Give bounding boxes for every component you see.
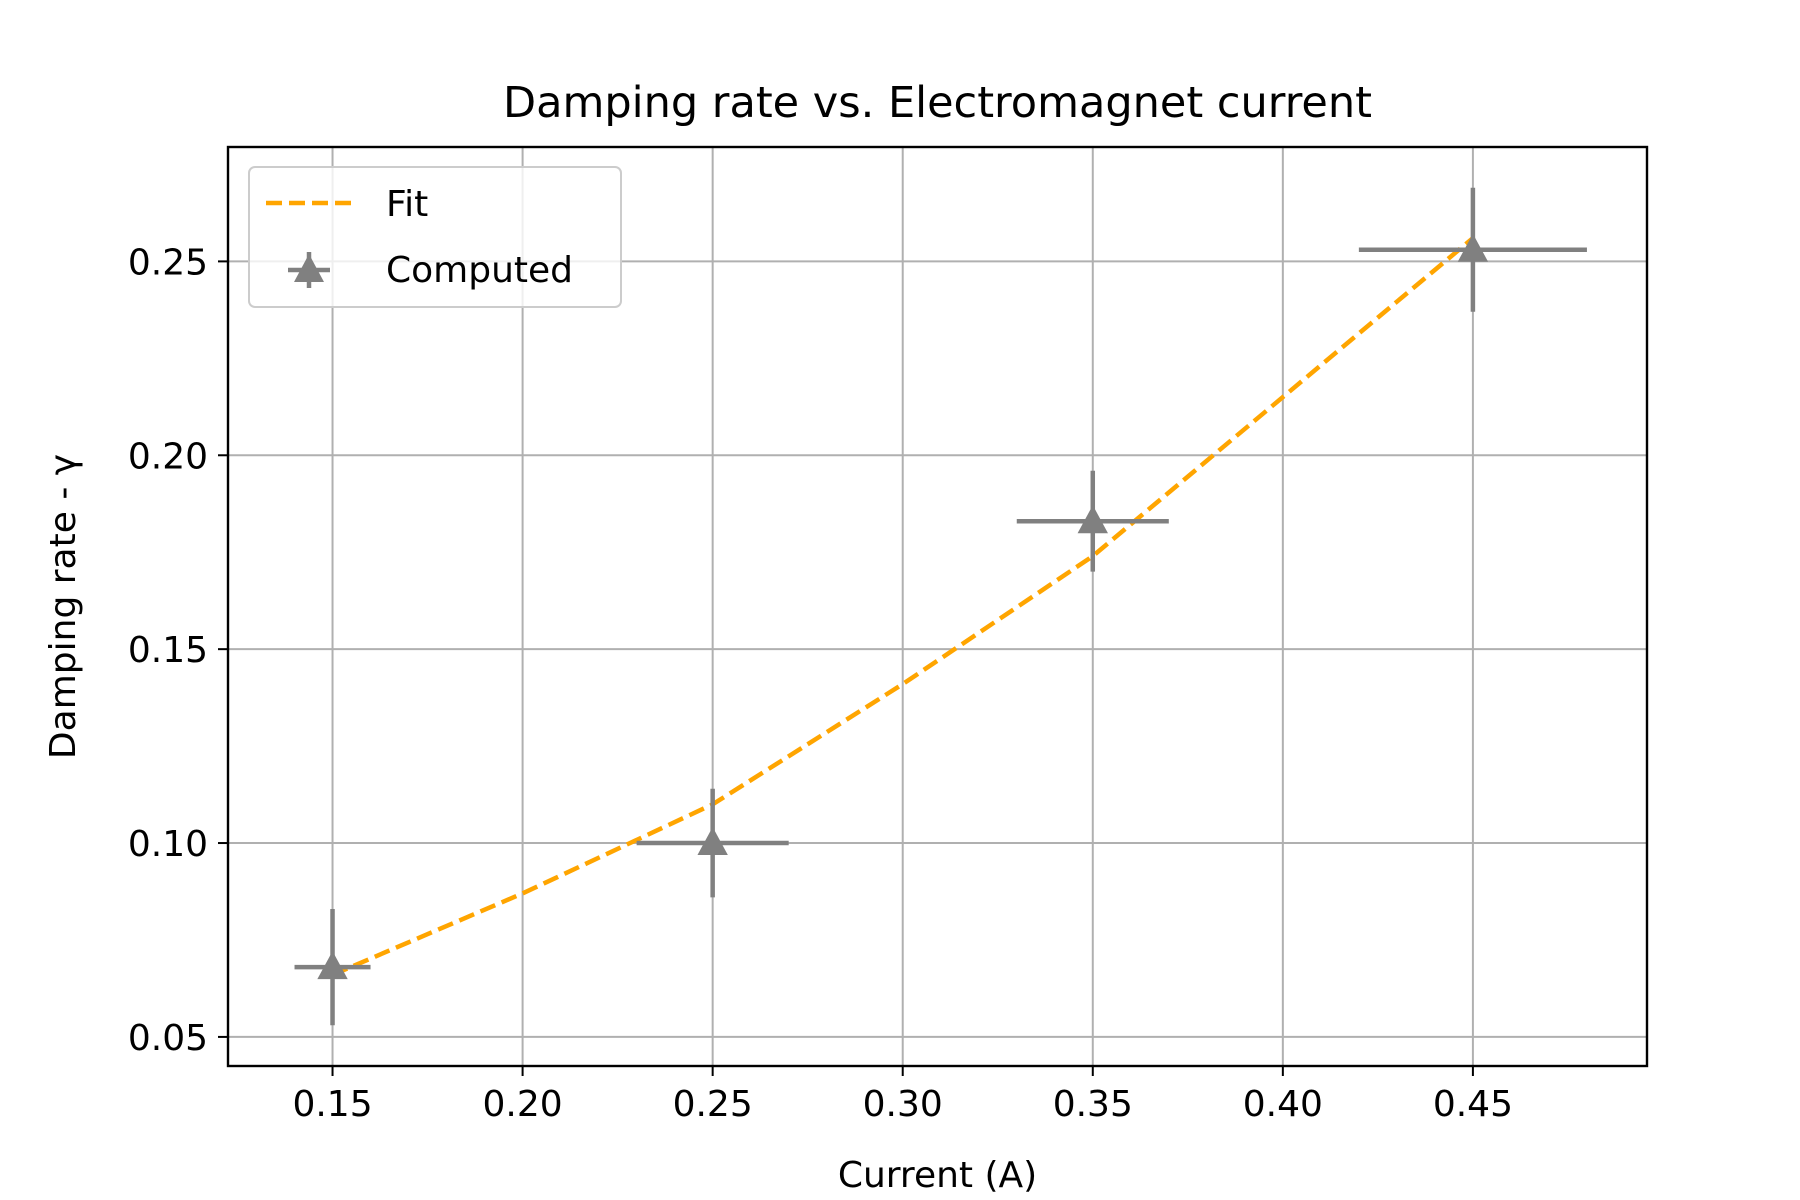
data-point (294, 908, 371, 1026)
y-tick-label: 0.25 (128, 242, 208, 283)
x-tick-label: 0.25 (673, 1084, 753, 1125)
x-tick-label: 0.30 (863, 1084, 943, 1125)
legend-triangle-marker (294, 254, 324, 282)
x-tick-label: 0.40 (1243, 1084, 1323, 1125)
x-tick-label: 0.15 (292, 1084, 372, 1125)
legend-computed-label: Computed (386, 250, 573, 291)
fit-line (331, 236, 1475, 977)
data-point (636, 788, 789, 898)
legend-computed-swatch (288, 252, 330, 288)
x-tick-label: 0.35 (1053, 1084, 1133, 1125)
fit-series (331, 236, 1475, 977)
triangle-marker (317, 951, 348, 980)
x-tick-label: 0.20 (483, 1084, 563, 1125)
data-point (1358, 187, 1587, 312)
y-axis-label: Damping rate - γ (43, 454, 84, 759)
triangle-marker (697, 827, 728, 856)
legend: Fit Computed (248, 166, 622, 308)
y-tick-label: 0.15 (128, 630, 208, 671)
grid (228, 147, 1647, 1066)
triangle-marker (1077, 505, 1108, 534)
computed-series (294, 187, 1587, 1026)
x-tick-label: 0.45 (1433, 1084, 1513, 1125)
triangle-marker (1457, 233, 1489, 262)
plot-area-frame (226, 145, 1649, 1068)
y-tick-label: 0.10 (128, 824, 208, 865)
x-axis-ticks: 0.15 0.20 0.25 0.30 0.35 0.40 0.45 (292, 1066, 1513, 1125)
legend-fit-label: Fit (386, 184, 428, 225)
x-axis-label: Current (A) (838, 1155, 1037, 1196)
y-tick-label: 0.20 (128, 436, 208, 477)
y-axis-ticks: 0.05 0.10 0.15 0.20 0.25 (128, 242, 228, 1059)
data-point (1016, 470, 1169, 572)
chart-title: Damping rate vs. Electromagnet current (503, 78, 1372, 128)
y-tick-label: 0.05 (128, 1018, 208, 1059)
